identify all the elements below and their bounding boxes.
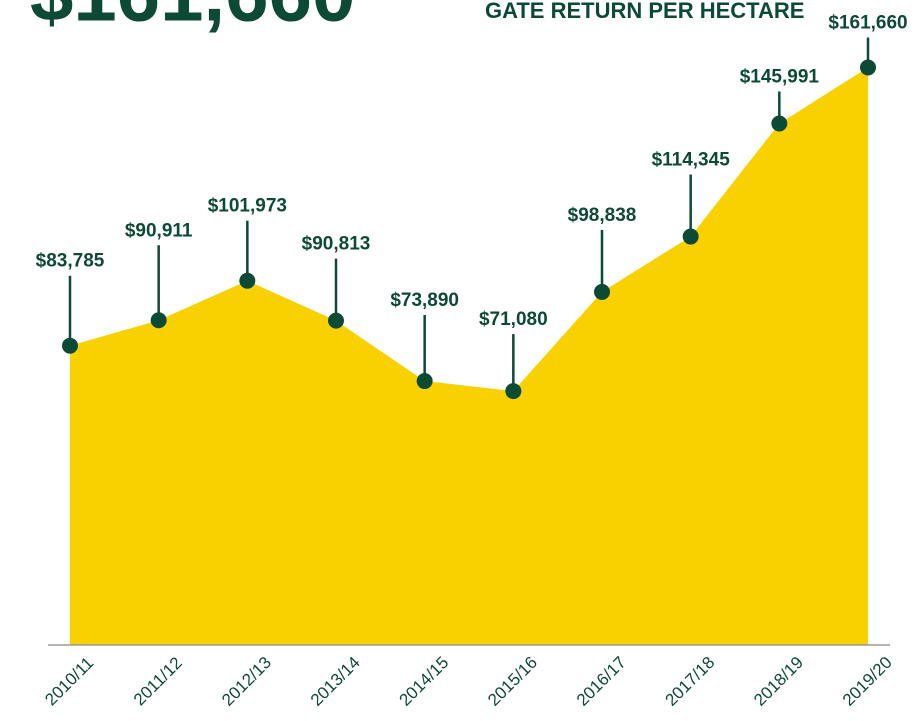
x-tick-label: 2013/14 bbox=[307, 653, 364, 710]
point bbox=[150, 312, 167, 329]
x-tick-label: 2017/18 bbox=[662, 653, 719, 710]
value-label: $73,890 bbox=[390, 290, 459, 311]
value-label: $90,911 bbox=[125, 220, 193, 241]
x-tick-label: 2019/20 bbox=[839, 653, 896, 710]
value-label: $114,345 bbox=[652, 150, 731, 171]
value-label: $90,813 bbox=[302, 234, 371, 255]
value-label: $71,080 bbox=[479, 309, 548, 330]
area bbox=[70, 67, 868, 646]
x-tick-label: 2015/16 bbox=[484, 653, 541, 710]
point bbox=[505, 383, 522, 400]
point bbox=[62, 337, 78, 354]
value-label: $145,991 bbox=[740, 67, 820, 88]
point bbox=[682, 228, 699, 245]
point bbox=[860, 59, 876, 76]
value-label: $101,973 bbox=[208, 196, 287, 217]
value-label: $98,838 bbox=[568, 205, 637, 226]
point bbox=[416, 373, 433, 390]
point bbox=[594, 283, 610, 300]
x-tick-label: 2018/19 bbox=[750, 653, 807, 710]
value-label: $161,660 bbox=[828, 13, 907, 34]
x-tick-label: 2016/17 bbox=[573, 653, 630, 710]
chart-subtitle: GATE RETURN PER HECTARE bbox=[485, 0, 804, 23]
point bbox=[239, 272, 256, 289]
x-tick-label: 2012/13 bbox=[218, 653, 275, 710]
x-tick-label: 2011/12 bbox=[130, 653, 186, 709]
x-tick-label: 2010/11 bbox=[41, 653, 97, 709]
chart-title: $161,660 bbox=[30, 0, 355, 38]
point bbox=[328, 312, 344, 329]
point bbox=[771, 115, 788, 132]
value-label: $83,785 bbox=[36, 251, 105, 272]
x-tick-label: 2014/15 bbox=[396, 653, 453, 710]
